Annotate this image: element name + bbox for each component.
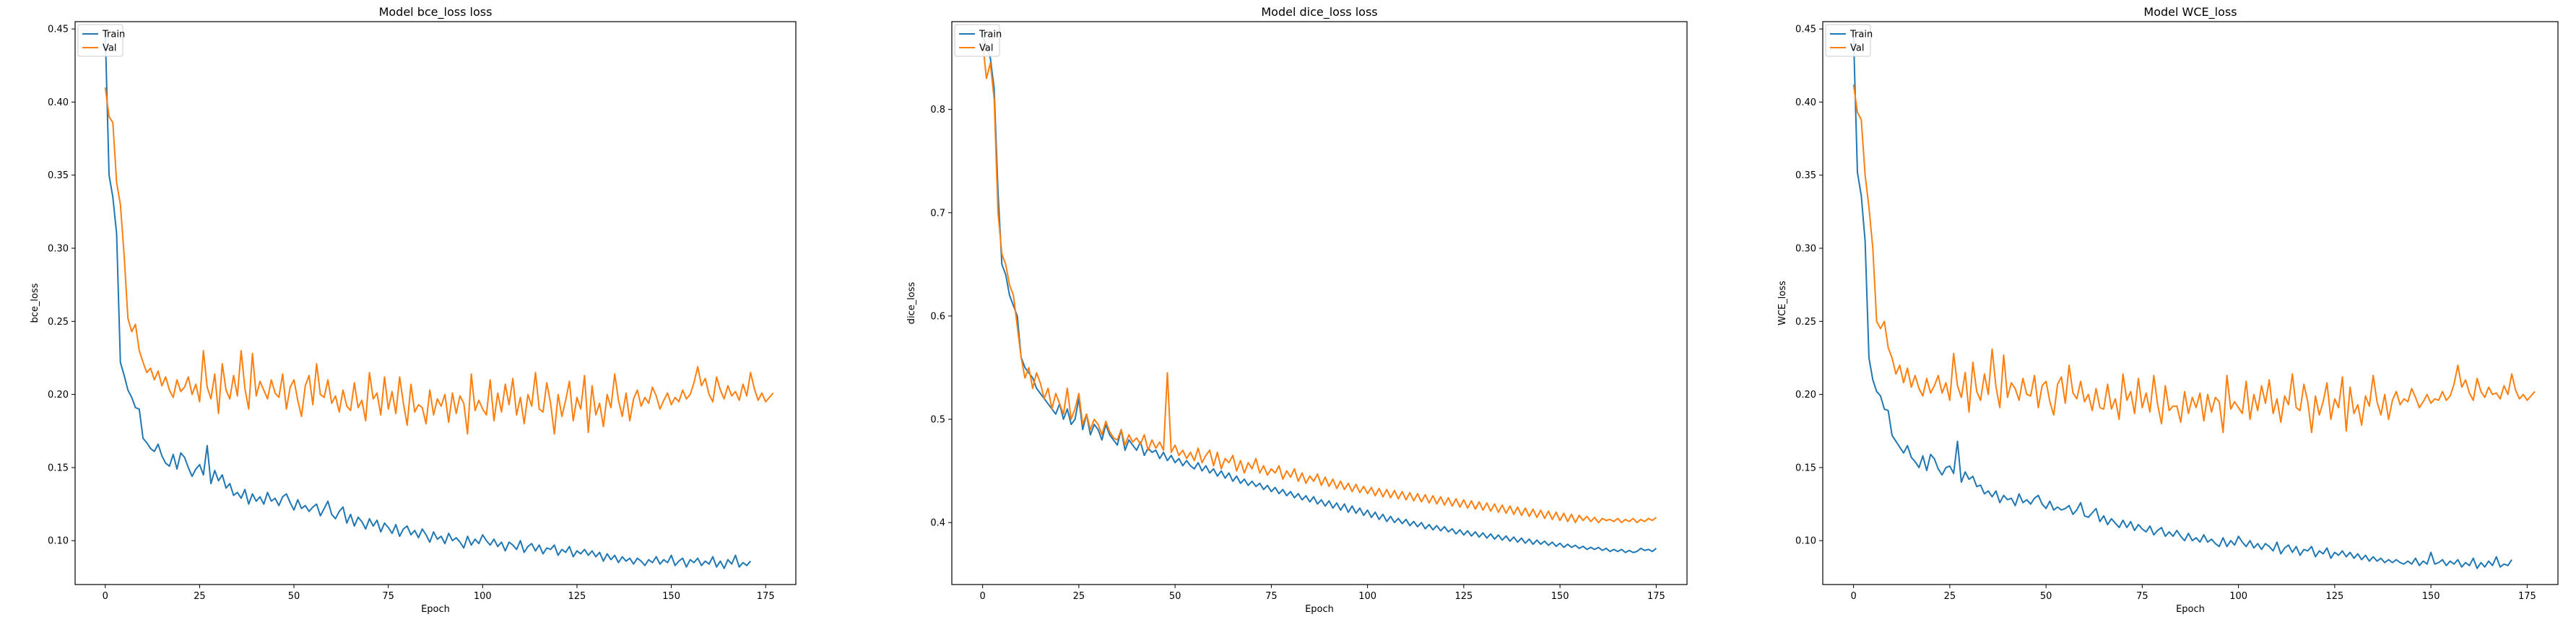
x-tick-label: 75 [382,591,394,602]
x-tick-label: 0 [979,591,985,602]
x-tick-label: 150 [2422,591,2440,602]
chart-title: Model WCE_loss [2143,5,2237,19]
y-tick-label: 0.10 [1795,536,1816,547]
x-tick-label: 0 [1850,591,1856,602]
legend-label-val: Val [103,43,116,54]
y-tick-label: 0.10 [48,536,69,547]
x-tick-label: 175 [757,591,775,602]
chart-1: Model dice_loss loss 0 25 50 75 100 125 150 175 0… [906,5,1688,615]
x-axis-label: Epoch [421,604,450,615]
legend-label-train: Train [979,30,1002,40]
legend: Train Val [1825,24,1873,57]
legend: Train Val [954,24,1002,57]
y-tick-label: 0.45 [1795,25,1816,35]
x-tick-label: 100 [1358,591,1376,602]
x-tick-label: 175 [1647,591,1665,602]
legend-label-val: Val [1850,43,1864,54]
y-tick-label: 0.5 [930,415,945,426]
x-tick-label: 75 [2136,591,2148,602]
y-tick-label: 0.7 [930,208,945,219]
plot-frame [1822,21,2559,585]
y-tick-label: 0.15 [1795,463,1816,473]
y-tick-label: 0.20 [48,390,69,401]
x-tick-label: 25 [1944,591,1956,602]
x-axis-label: Epoch [1305,604,1334,615]
legend-label-train: Train [1849,30,1873,40]
chart-2: Model WCE_loss 0 25 50 75 100 125 150 175 0.10 0.1… [1777,5,2559,615]
legend-label-train: Train [102,30,125,40]
x-tick-label: 100 [2229,591,2247,602]
y-tick-label: 0.35 [48,170,69,181]
x-tick-label: 175 [2518,591,2536,602]
y-axis-label: WCE_loss [1777,281,1788,325]
series-line-train [1852,36,2512,569]
x-tick-label: 125 [568,591,586,602]
x-tick-label: 50 [2040,591,2052,602]
y-tick-label: 0.4 [930,518,945,529]
legend: Train Val [77,24,125,57]
y-tick-label: 0.35 [1795,170,1816,181]
x-tick-label: 125 [1454,591,1473,602]
y-tick-label: 0.30 [1795,244,1816,255]
series-line-val [981,42,1657,524]
series-line-train [981,35,1657,553]
y-axis-label: dice_loss [906,281,917,324]
y-tick-label: 0.6 [930,311,945,322]
y-tick-label: 0.40 [48,97,69,108]
x-tick-label: 150 [662,591,680,602]
x-tick-label: 25 [1073,591,1085,602]
chart-0: Model bce_loss loss 0 25 50 75 100 125 150 175 0.… [30,5,797,615]
y-tick-label: 0.20 [1795,390,1816,401]
x-tick-label: 75 [1265,591,1278,602]
series-line-val [1852,84,2536,434]
x-tick-label: 50 [1169,591,1181,602]
x-tick-label: 100 [474,591,492,602]
series-line-train [104,33,752,569]
chart-title: Model bce_loss loss [379,5,493,19]
x-tick-label: 150 [1551,591,1569,602]
y-tick-label: 0.25 [1795,317,1816,328]
y-tick-label: 0.40 [1795,97,1816,108]
x-tick-label: 25 [194,591,206,602]
plot-frame [951,21,1688,585]
x-tick-label: 0 [103,591,108,602]
chart-title: Model dice_loss loss [1261,5,1377,19]
plot-frame [74,21,797,585]
legend-label-val: Val [979,43,993,54]
y-axis-label: bce_loss [30,283,40,323]
y-tick-label: 0.25 [48,317,69,328]
x-tick-label: 50 [288,591,300,602]
series-line-val [104,87,774,435]
y-tick-label: 0.8 [930,105,945,115]
x-tick-label: 125 [2325,591,2343,602]
x-axis-label: Epoch [2176,604,2205,615]
y-tick-label: 0.15 [48,463,69,473]
y-tick-label: 0.45 [48,25,69,35]
y-tick-label: 0.30 [48,244,69,255]
